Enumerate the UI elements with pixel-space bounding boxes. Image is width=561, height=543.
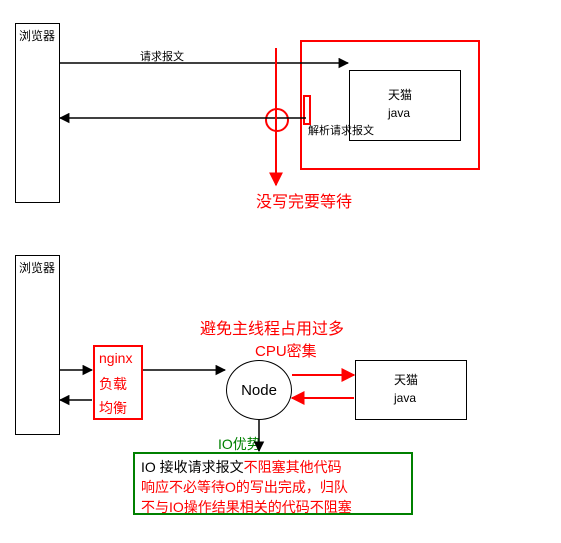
node-label: Node <box>241 382 277 399</box>
avoid-label: 避免主线程占用过多 <box>200 315 344 339</box>
io-l1: IO 接收请求报文不阻塞其他代码 <box>141 457 342 477</box>
top-tmall-l2: java <box>388 106 410 120</box>
nginx-box: nginx 负载 均衡 <box>93 345 143 420</box>
req-label: 请求报文 <box>140 48 184 64</box>
node-ellipse: Node <box>226 360 292 420</box>
io-box: IO 接收请求报文不阻塞其他代码 响应不必等待O的写出完成，归队 不与IO操作结… <box>133 452 413 515</box>
top-browser-box: 浏览器 <box>15 23 60 203</box>
bot-browser-box: 浏览器 <box>15 255 60 435</box>
top-tmall-l1: 天猫 <box>388 86 412 103</box>
top-browser-label: 浏览器 <box>19 27 55 44</box>
bot-tmall-box: 天猫 java <box>355 360 467 420</box>
wait-label: 没写完要等待 <box>256 188 352 212</box>
io-l1a: IO 接收请求报文 <box>141 459 244 475</box>
io-write-circle <box>265 108 289 132</box>
bot-tmall-l2: java <box>394 391 416 405</box>
io-l1b: 不阻塞其他代码 <box>244 459 342 475</box>
io-read-rect <box>303 95 311 125</box>
nginx-l3: 均衡 <box>99 398 127 418</box>
bot-browser-label: 浏览器 <box>19 259 55 276</box>
io-l2: 响应不必等待O的写出完成，归队 <box>141 477 348 497</box>
nginx-l1: nginx <box>99 350 132 366</box>
io-l3: 不与IO操作结果相关的代码不阻塞 <box>141 497 352 517</box>
cpu-label: CPU密集 <box>255 340 317 361</box>
nginx-l2: 负载 <box>99 374 127 394</box>
ioadv-label: IO优势 <box>218 434 261 454</box>
bot-tmall-l1: 天猫 <box>394 371 418 388</box>
parse-label: 解析请求报文 <box>308 122 374 138</box>
